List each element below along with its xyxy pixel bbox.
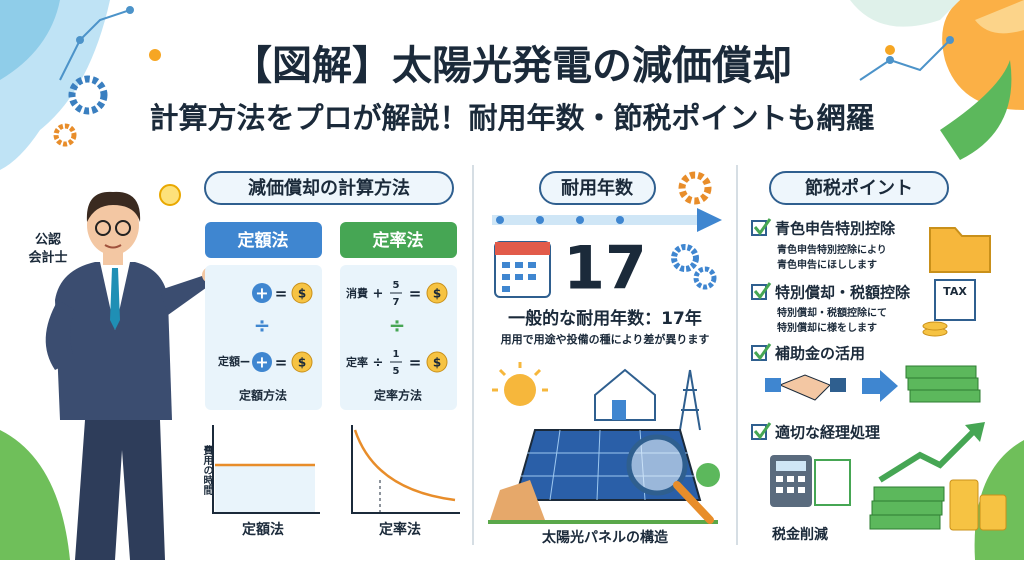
tip-detail: 特別償却・税額控除にて <box>777 306 887 319</box>
symbol: = <box>409 354 422 372</box>
gear-icon <box>678 171 712 205</box>
tax-document <box>934 279 976 321</box>
coin-icon <box>291 351 313 373</box>
coins <box>922 321 948 337</box>
formula-caption: 定額方法 <box>239 388 287 403</box>
title: 【図解】太陽光発電の減価償却 <box>232 43 792 89</box>
coin-icon <box>291 282 313 304</box>
section-heading-pill <box>769 171 949 205</box>
cash-stack <box>905 365 981 403</box>
handshake-icon <box>765 370 898 402</box>
symbol: ÷ <box>373 356 384 371</box>
tip-detail: 青色申告にほしします <box>777 258 877 271</box>
timeline <box>492 208 722 232</box>
result-label: 税金削減 <box>772 526 828 543</box>
symbol: = <box>275 354 288 372</box>
graph <box>212 425 460 514</box>
checkbox <box>751 218 772 440</box>
graph-label: 定率法 <box>379 521 421 538</box>
note: 用用で用途や投備の種により差が異ります <box>501 332 710 346</box>
fraction: 5 <box>393 366 400 377</box>
tax-icon-label: TAX <box>943 285 967 298</box>
symbol: $ <box>298 287 306 301</box>
calculator-icon <box>770 455 851 507</box>
formula-panel <box>205 265 322 410</box>
section-heading: 耐用年数 <box>561 177 634 199</box>
tip-title: 特別償却・税額控除 <box>775 284 911 302</box>
savings-illustration <box>869 422 1007 531</box>
section-heading-pill <box>204 171 454 205</box>
formula-label: 定額 <box>218 354 240 368</box>
folder-icon <box>929 227 991 273</box>
section-heading: 減価償却の計算方法 <box>248 177 410 199</box>
fraction: 1 <box>393 349 400 360</box>
method-name: 定額法 <box>238 230 289 251</box>
tip-detail: 特別償却に様をします <box>777 321 877 334</box>
tip-title: 補助金の活用 <box>774 345 865 363</box>
fraction: 5 <box>393 280 400 291</box>
section-heading-pill <box>539 171 656 205</box>
formula-caption: 定率方法 <box>374 388 422 403</box>
symbol: $ <box>298 356 306 370</box>
formula-panel <box>340 265 457 410</box>
solar-illustration <box>488 362 720 524</box>
graph-label: 定額法 <box>242 521 284 538</box>
symbol: ÷ <box>254 314 271 338</box>
illustration-caption: 太陽光パネルの構造 <box>542 529 668 546</box>
symbol: = <box>409 285 422 303</box>
presenter <box>45 184 218 560</box>
summary: 一般的な耐用年数：17年 <box>508 308 702 329</box>
tip-title: 適切な経理処理 <box>775 424 880 442</box>
formula-label: 消費 <box>346 286 368 300</box>
years-number: 17 <box>563 234 647 304</box>
tip-detail: 青色申告特別控除により <box>777 243 887 256</box>
symbol: = <box>275 285 288 303</box>
method-tab <box>205 222 322 258</box>
presenter-label: 公認 <box>35 232 61 248</box>
presenter-label: 会計士 <box>28 250 67 266</box>
plus-icon <box>252 283 272 303</box>
coin-icon <box>426 351 448 373</box>
coin-icon <box>426 282 448 304</box>
gear-icon <box>671 244 699 272</box>
tip-title: 青色申告特別控除 <box>775 220 896 238</box>
gear-icon <box>693 266 717 290</box>
fraction: 7 <box>393 297 400 308</box>
formula-label: 定率 <box>346 355 368 369</box>
subtitle: 計算方法をプロが解説！耐用年数・節税ポイントも網羅 <box>149 101 874 135</box>
axis-label: 費用の時間 <box>201 444 214 496</box>
symbol: + <box>255 284 268 303</box>
symbol: $ <box>433 356 441 370</box>
calendar-icon <box>494 241 551 298</box>
symbol: ÷ <box>389 314 406 338</box>
symbol: + <box>255 353 268 372</box>
plus-icon <box>252 352 272 372</box>
symbol: $ <box>433 287 441 301</box>
section-heading: 節税ポイント <box>805 177 913 199</box>
method-name: 定率法 <box>373 230 424 251</box>
method-tab <box>340 222 457 258</box>
symbol: − <box>239 354 251 370</box>
symbol: + <box>373 287 384 302</box>
